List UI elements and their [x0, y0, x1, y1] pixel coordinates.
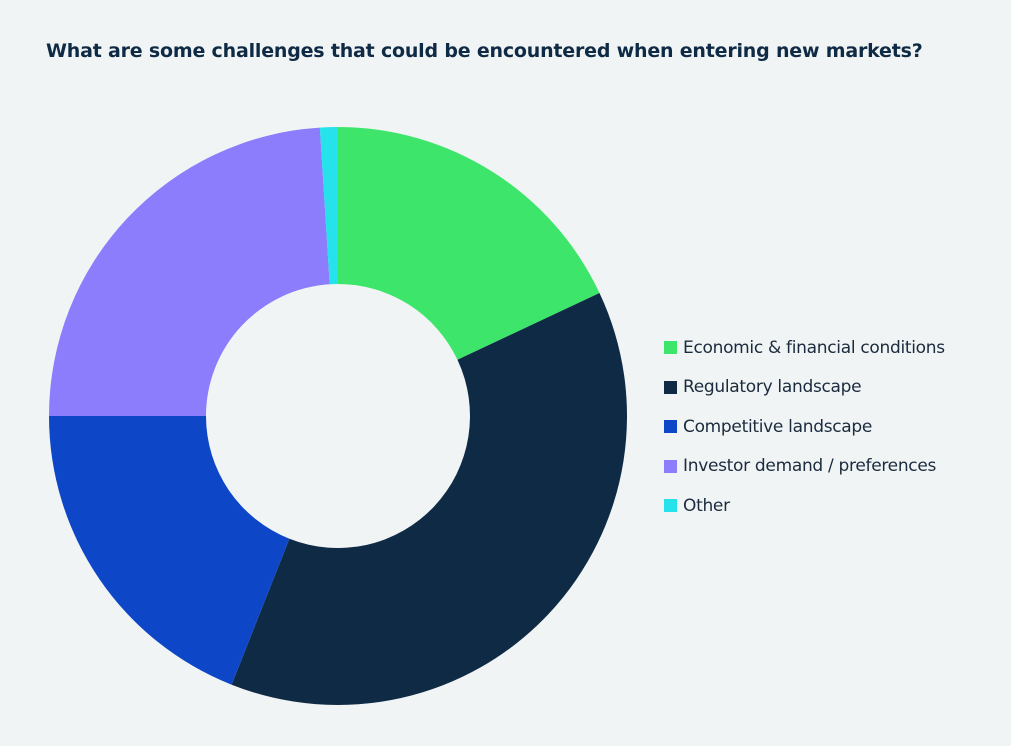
legend-label: Regulatory landscape [683, 377, 862, 398]
chart-title: What are some challenges that could be e… [46, 40, 923, 62]
legend-item: Other [664, 486, 945, 526]
legend-label: Investor demand / preferences [683, 456, 937, 477]
legend-item: Economic & financial conditions [664, 328, 945, 368]
legend-item: Competitive landscape [664, 407, 945, 447]
legend: Economic & financial conditions Regulato… [664, 328, 945, 526]
legend-label: Economic & financial conditions [683, 337, 945, 358]
legend-label: Competitive landscape [683, 416, 873, 437]
donut-slice-0 [338, 127, 600, 360]
legend-swatch [664, 380, 677, 394]
legend-label: Other [683, 495, 730, 516]
legend-swatch [664, 341, 677, 355]
legend-swatch [664, 420, 677, 434]
donut-slice-4 [319, 127, 338, 285]
donut-slice-3 [49, 127, 330, 416]
legend-item: Investor demand / preferences [664, 447, 945, 487]
legend-item: Regulatory landscape [664, 368, 945, 408]
donut-slice-1 [231, 292, 627, 705]
legend-swatch [664, 459, 677, 473]
donut-slice-2 [49, 416, 290, 685]
legend-swatch [664, 499, 677, 513]
